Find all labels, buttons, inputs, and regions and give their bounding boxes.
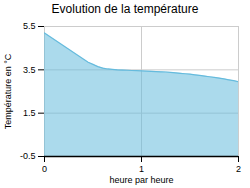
svg-text:1.5: 1.5 — [23, 108, 36, 118]
svg-text:3.5: 3.5 — [23, 65, 36, 75]
svg-text:1: 1 — [139, 164, 144, 174]
svg-text:5.5: 5.5 — [23, 21, 36, 31]
svg-text:2: 2 — [236, 164, 241, 174]
svg-text:0: 0 — [42, 164, 47, 174]
html-text:Evolution de la température: Evolution de la température — [51, 2, 199, 16]
svg-text:heure par heure: heure par heure — [109, 175, 173, 185]
svg-text:Température en °C: Température en °C — [3, 53, 13, 129]
svg-text:-0.5: -0.5 — [20, 151, 36, 161]
